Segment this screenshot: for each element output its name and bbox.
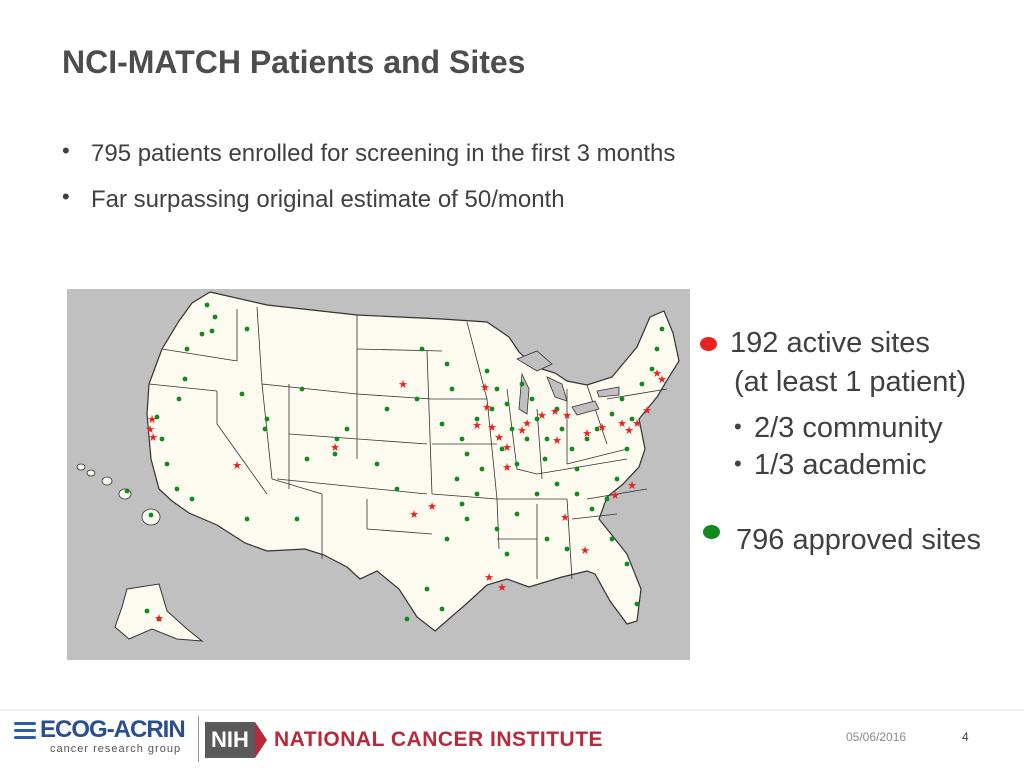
svg-text:★: ★ [632, 417, 642, 430]
bullet-dot-icon: • [734, 414, 742, 439]
svg-text:★: ★ [398, 378, 408, 391]
nih-logo: NIH [205, 722, 255, 758]
footer-divider [0, 709, 1024, 711]
svg-text:★: ★ [487, 421, 497, 434]
svg-text:★: ★ [652, 367, 662, 380]
sub-bullet-text: 2/3 community [754, 412, 943, 444]
svg-text:★: ★ [409, 508, 419, 521]
svg-text:★: ★ [330, 441, 340, 454]
svg-text:★: ★ [145, 423, 155, 436]
approved-sites-label: 796 approved sites [736, 524, 982, 556]
svg-text:★: ★ [582, 427, 592, 440]
svg-text:★: ★ [494, 431, 504, 444]
nih-arrow-icon [255, 722, 267, 758]
svg-text:★: ★ [627, 479, 637, 492]
svg-text:★: ★ [550, 405, 560, 418]
ecog-acrin-name: ECOG-ACRIN [40, 716, 186, 743]
svg-text:★: ★ [610, 489, 620, 502]
svg-text:★: ★ [147, 413, 157, 426]
svg-text:★: ★ [484, 571, 494, 584]
svg-text:★: ★ [472, 419, 482, 432]
nci-name: NATIONAL CANCER INSTITUTE [274, 728, 604, 751]
page-number: 4 [962, 730, 969, 744]
svg-text:★: ★ [232, 459, 242, 472]
svg-text:★: ★ [617, 417, 627, 430]
svg-text:★: ★ [580, 544, 590, 557]
ecog-acrin-logo: ECOG-ACRIN cancer research group [14, 714, 194, 758]
svg-text:★: ★ [427, 500, 437, 513]
bullet-text: Far surpassing original estimate of 50/m… [91, 186, 565, 213]
bullet-dot-icon: • [62, 184, 70, 209]
bullet-dot-icon: • [734, 451, 742, 476]
svg-text:★: ★ [502, 461, 512, 474]
active-sites-label: 192 active sites [730, 327, 930, 359]
active-site-marker-icon [700, 337, 717, 351]
svg-text:★: ★ [537, 409, 547, 422]
sub-bullet-text: 1/3 academic [754, 449, 927, 481]
svg-text:★: ★ [562, 409, 572, 422]
active-sites-note: (at least 1 patient) [734, 366, 967, 398]
svg-text:★: ★ [480, 381, 490, 394]
svg-text:★: ★ [497, 581, 507, 594]
bullet-dot-icon: • [62, 138, 70, 163]
svg-text:★: ★ [522, 417, 532, 430]
svg-text:★: ★ [560, 511, 570, 524]
approved-site-marker-icon [703, 525, 720, 539]
logo-divider [198, 716, 199, 762]
us-map: ★ ★ ★ ★ ★ ★ ★ ★ ★ ★ ★ ★ ★ ★ ★ ★ ★ ★ ★ ★ ★ ★ ★ ★ ★ ★ ★ ★ ★ ★ … [67, 289, 690, 660]
svg-text:★: ★ [502, 441, 512, 454]
svg-text:★: ★ [624, 424, 634, 437]
ecog-acrin-tagline: cancer research group [50, 743, 182, 755]
svg-text:★: ★ [148, 431, 158, 444]
us-map-icon: ★★★ ★★★ ★★★ ★★★ ★★★ ★ ★★ ★ ★★ ★★★ ★★★ ★★★ … [76, 291, 680, 642]
slide-date: 05/06/2016 [846, 730, 907, 744]
slide-title: NCI-MATCH Patients and Sites [62, 44, 526, 80]
svg-text:★: ★ [657, 373, 667, 386]
svg-text:★: ★ [597, 421, 607, 434]
ecog-lines-icon [14, 722, 36, 743]
svg-text:★: ★ [482, 401, 492, 414]
svg-text:★: ★ [517, 424, 527, 437]
svg-text:★: ★ [642, 404, 652, 417]
svg-text:★: ★ [154, 612, 164, 625]
svg-text:★: ★ [552, 434, 562, 447]
bullet-text: 795 patients enrolled for screening in t… [91, 140, 676, 167]
